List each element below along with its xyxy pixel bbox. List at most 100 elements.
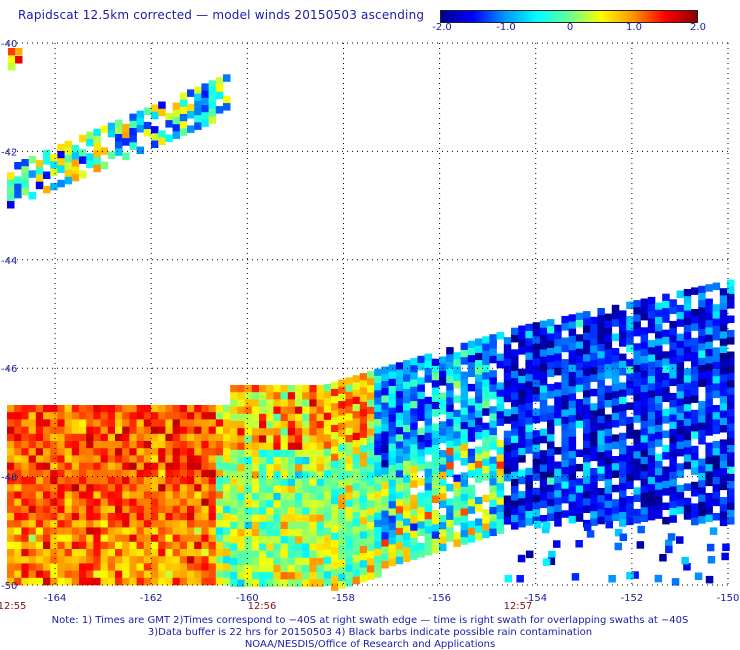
wind-cell bbox=[43, 520, 51, 528]
wind-cell bbox=[683, 332, 692, 340]
wind-cell bbox=[57, 484, 65, 492]
wind-cell bbox=[417, 413, 425, 421]
wind-cell bbox=[57, 505, 65, 514]
wind-cell bbox=[691, 424, 699, 432]
wind-cell bbox=[187, 563, 195, 571]
wind-cell bbox=[467, 340, 476, 349]
wind-cell bbox=[424, 497, 433, 506]
wind-cell bbox=[323, 506, 332, 514]
wind-cell bbox=[669, 500, 677, 509]
wind-cell bbox=[287, 449, 296, 458]
wind-cell bbox=[338, 386, 346, 395]
wind-cell bbox=[194, 93, 202, 102]
wind-cell bbox=[611, 391, 620, 399]
wind-cell bbox=[511, 363, 519, 372]
wind-cell bbox=[525, 482, 533, 490]
wind-cell bbox=[496, 447, 505, 455]
wind-cell bbox=[631, 571, 639, 579]
wind-cell bbox=[71, 534, 80, 543]
wind-cell bbox=[295, 464, 303, 472]
wind-cell bbox=[431, 365, 440, 374]
wind-cell bbox=[683, 505, 692, 513]
wind-cell bbox=[223, 505, 231, 514]
wind-cell bbox=[547, 427, 555, 435]
wind-cell bbox=[316, 449, 325, 458]
wind-cell bbox=[583, 455, 591, 463]
wind-cell bbox=[7, 477, 15, 485]
wind-cell bbox=[503, 337, 512, 345]
wind-cell bbox=[230, 406, 238, 415]
wind-cell bbox=[100, 419, 109, 427]
wind-cell bbox=[237, 478, 245, 487]
wind-cell bbox=[482, 343, 490, 351]
wind-cell bbox=[100, 534, 109, 543]
wind-cell bbox=[475, 360, 483, 368]
wind-cell bbox=[323, 383, 332, 392]
wind-cell bbox=[302, 421, 310, 429]
wind-cell bbox=[280, 406, 289, 415]
wind-cell bbox=[345, 499, 353, 508]
wind-cell bbox=[100, 412, 109, 420]
wind-cell bbox=[35, 455, 44, 463]
wind-cell bbox=[79, 405, 87, 413]
wind-cell bbox=[309, 557, 317, 566]
wind-cell bbox=[410, 429, 418, 438]
wind-cell bbox=[431, 430, 440, 439]
wind-cell bbox=[15, 56, 23, 64]
wind-cell bbox=[511, 500, 519, 508]
wind-cell bbox=[338, 487, 346, 495]
wind-cell bbox=[489, 478, 497, 486]
wind-cell bbox=[453, 532, 461, 540]
wind-cell bbox=[669, 515, 677, 523]
wind-cell bbox=[323, 448, 332, 457]
wind-cell bbox=[691, 453, 699, 461]
wind-cell bbox=[172, 577, 181, 586]
wind-cell bbox=[323, 405, 332, 413]
wind-cell bbox=[647, 498, 656, 506]
wind-cell bbox=[187, 462, 195, 471]
wind-cell bbox=[7, 484, 15, 492]
wind-cell bbox=[431, 380, 440, 388]
wind-cell bbox=[244, 543, 253, 551]
wind-cell bbox=[172, 534, 181, 543]
wind-cell bbox=[532, 459, 541, 467]
wind-cell bbox=[179, 114, 188, 122]
wind-cell bbox=[273, 485, 281, 494]
wind-cell bbox=[482, 494, 490, 503]
wind-cell bbox=[7, 179, 15, 187]
wind-cell bbox=[295, 536, 303, 544]
wind-cell bbox=[50, 412, 58, 420]
wind-cell bbox=[683, 310, 692, 319]
wind-cell bbox=[453, 453, 461, 461]
wind-cell bbox=[554, 461, 562, 469]
wind-cell bbox=[604, 486, 613, 494]
wind-cell bbox=[439, 363, 447, 372]
wind-cell bbox=[568, 328, 577, 337]
wind-cell bbox=[647, 383, 656, 391]
wind-cell bbox=[223, 563, 231, 571]
wind-cell bbox=[374, 426, 382, 434]
wind-cell bbox=[669, 407, 677, 415]
wind-cell bbox=[143, 469, 152, 478]
wind-cell bbox=[352, 569, 361, 578]
wind-cell bbox=[244, 485, 253, 494]
wind-cell bbox=[50, 419, 58, 427]
wind-cell bbox=[244, 413, 253, 422]
wind-cell bbox=[223, 412, 231, 420]
wind-cell bbox=[316, 464, 325, 472]
wind-cell bbox=[259, 478, 267, 487]
wind-cell bbox=[467, 520, 476, 529]
wind-cell bbox=[187, 125, 195, 133]
wind-cell bbox=[424, 519, 433, 527]
wind-cell bbox=[597, 358, 605, 366]
wind-cell bbox=[7, 527, 15, 535]
wind-cell bbox=[295, 435, 303, 443]
wind-cell bbox=[727, 293, 735, 302]
wind-cell bbox=[719, 302, 728, 311]
wind-cell bbox=[35, 433, 44, 442]
wind-cell bbox=[194, 405, 202, 413]
wind-cell bbox=[633, 393, 641, 402]
wind-cell bbox=[266, 392, 274, 400]
wind-cell bbox=[129, 498, 137, 507]
wind-cell bbox=[655, 460, 663, 469]
